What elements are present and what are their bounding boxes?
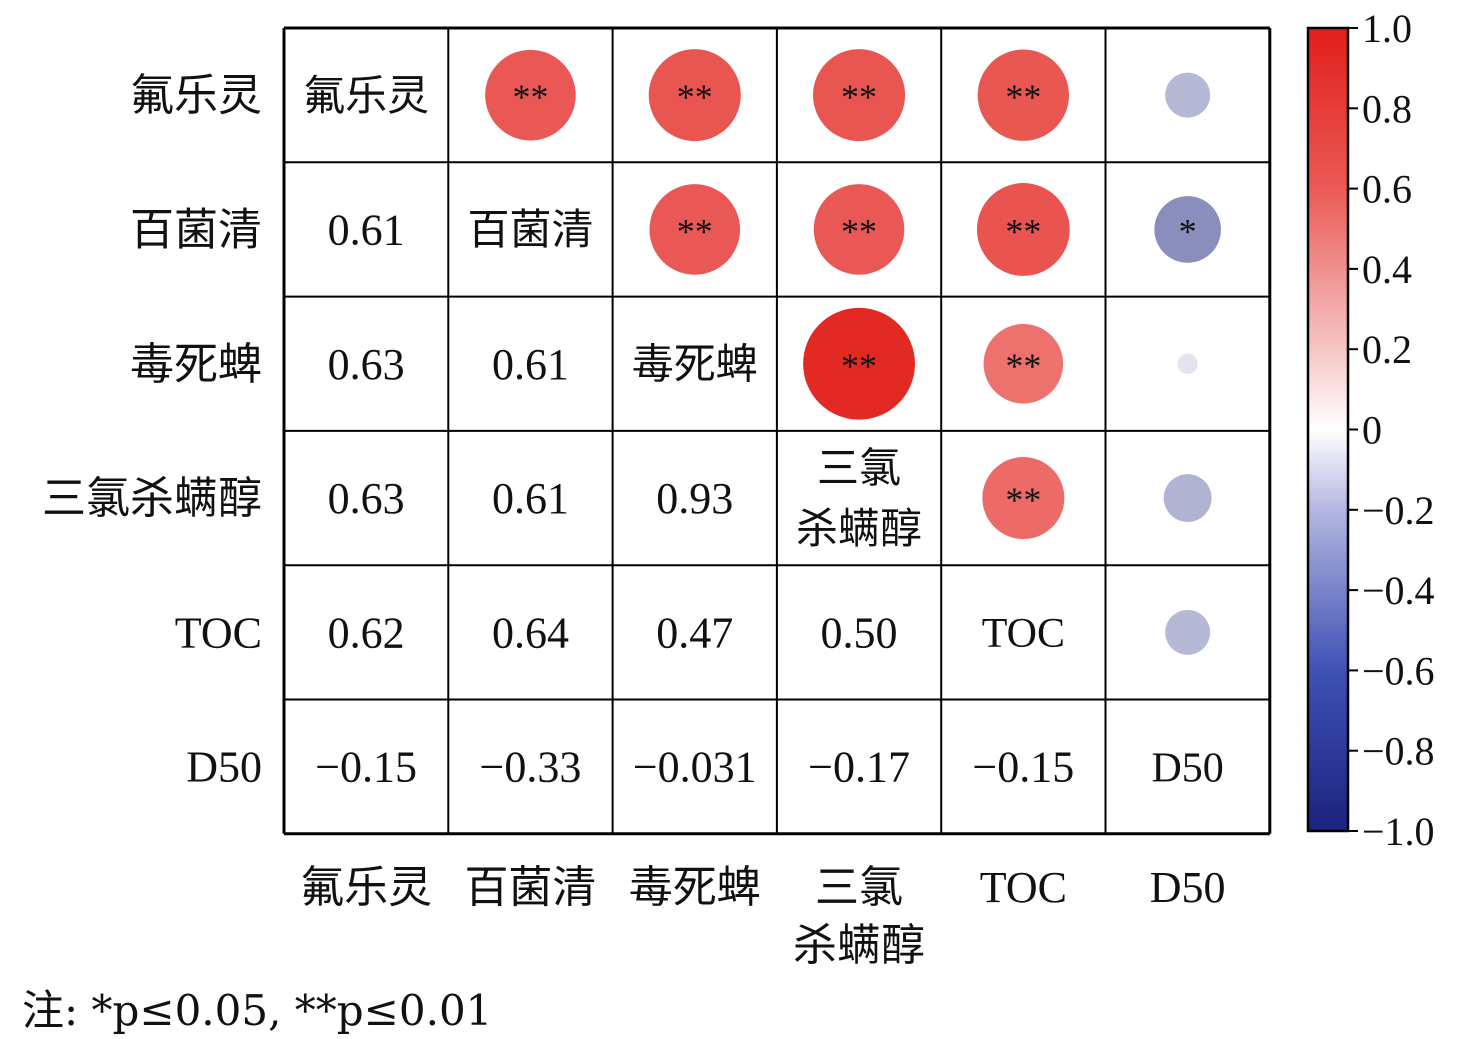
colorbar-tick-label: 0.6 xyxy=(1362,167,1412,212)
y-tick-label: D50 xyxy=(186,743,262,792)
correlation-value-label: 0.50 xyxy=(821,608,898,657)
correlation-circle xyxy=(1177,353,1198,374)
y-tick-label: 毒死蜱 xyxy=(130,339,262,390)
significance-mark: ** xyxy=(677,77,713,117)
diagonal-label: 氟乐灵 xyxy=(303,71,429,120)
correlation-circle xyxy=(649,184,741,275)
correlation-value-label: −0.17 xyxy=(808,743,910,792)
colorbar-tick-label: −0.6 xyxy=(1362,648,1435,693)
colorbar-gradient xyxy=(1306,26,1350,833)
correlation-value-label: 0.93 xyxy=(656,474,733,523)
diagonal-label: 百菌清 xyxy=(467,205,593,254)
diagonal-label: 毒死蜱 xyxy=(632,339,758,388)
correlation-value-label: −0.33 xyxy=(480,743,582,792)
y-tick-label: 氟乐灵 xyxy=(130,70,262,121)
significance-mark: ** xyxy=(1005,346,1041,386)
colorbar-tick-label: 0.4 xyxy=(1362,247,1412,292)
y-tick-label: TOC xyxy=(175,608,262,657)
correlation-circle xyxy=(813,49,906,142)
matrix-grid xyxy=(282,26,1272,836)
significance-note: 注: *p≤0.05, **p≤0.01 xyxy=(22,986,492,1035)
correlation-circle xyxy=(1163,474,1212,522)
correlation-value-label: 0.61 xyxy=(328,205,405,254)
significance-mark: * xyxy=(1179,211,1197,251)
colorbar-tick-label: −1.0 xyxy=(1362,809,1435,854)
correlation-value-label: −0.031 xyxy=(633,743,757,792)
y-tick-label: 百菌清 xyxy=(130,204,262,255)
correlation-value-label: −0.15 xyxy=(315,743,417,792)
x-tick-label: 杀螨醇 xyxy=(793,920,925,971)
significance-mark: ** xyxy=(1005,480,1041,520)
diagonal-label: 杀螨醇 xyxy=(796,504,922,553)
correlation-circle xyxy=(983,323,1064,404)
colorbar-tick-label: 0.2 xyxy=(1362,327,1412,372)
correlation-value-label: 0.64 xyxy=(492,608,569,657)
diagonal-label: 三氯 xyxy=(817,444,901,493)
correlation-value-label: 0.61 xyxy=(492,340,569,389)
correlation-circle xyxy=(1154,196,1221,263)
significance-mark: ** xyxy=(841,77,877,117)
significance-mark: ** xyxy=(677,211,713,251)
x-tick-label: 氟乐灵 xyxy=(300,862,432,913)
significance-mark: ** xyxy=(841,346,877,386)
correlation-circle xyxy=(1165,72,1211,118)
correlation-circle xyxy=(982,457,1065,540)
correlation-value-label: 0.61 xyxy=(492,474,569,523)
x-tick-label: TOC xyxy=(980,863,1067,912)
matrix-marks: 氟乐灵 ** ** ** **0.61 百菌清 ** ** ** *0.63 0.61 毒死蜱 ** **… xyxy=(303,49,1224,792)
colorbar: 1.0 0.8 0.6 0.4 0.2 0 −0.2 −0.4 −0.6 −0.8 −1.0 xyxy=(1306,6,1435,854)
correlation-value-label: 0.62 xyxy=(328,608,405,657)
correlation-circle xyxy=(976,183,1070,276)
diagonal-label: D50 xyxy=(1151,745,1223,791)
correlation-value-label: 0.63 xyxy=(328,340,405,389)
significance-mark: ** xyxy=(512,77,548,117)
significance-mark: ** xyxy=(1005,211,1041,251)
correlation-value-label: −0.15 xyxy=(972,743,1074,792)
correlation-circle xyxy=(813,184,905,275)
diagonal-label: TOC xyxy=(982,611,1065,657)
correlation-value-label: 0.47 xyxy=(656,608,733,657)
correlation-circle xyxy=(648,49,741,142)
x-tick-label: D50 xyxy=(1150,863,1226,912)
significance-mark: ** xyxy=(1005,77,1041,117)
correlation-value-label: 0.63 xyxy=(328,474,405,523)
colorbar-tick-label: −0.8 xyxy=(1362,729,1435,774)
y-tick-label: 三氯杀螨醇 xyxy=(42,473,262,524)
correlation-circle xyxy=(977,49,1070,141)
colorbar-tick-label: −0.4 xyxy=(1362,568,1435,613)
x-tick-label: 毒死蜱 xyxy=(629,862,761,913)
colorbar-tick-label: 0 xyxy=(1362,408,1382,453)
colorbar-tick-label: −0.2 xyxy=(1362,488,1435,533)
colorbar-tick-label: 0.8 xyxy=(1362,86,1412,131)
correlation-circle xyxy=(485,49,576,141)
correlation-circle xyxy=(803,307,915,420)
x-tick-label: 三氯 xyxy=(815,862,903,913)
colorbar-tick-label: 1.0 xyxy=(1362,6,1412,51)
significance-mark: ** xyxy=(841,211,877,251)
x-tick-label: 百菌清 xyxy=(464,862,596,913)
correlation-circle xyxy=(1165,609,1211,655)
